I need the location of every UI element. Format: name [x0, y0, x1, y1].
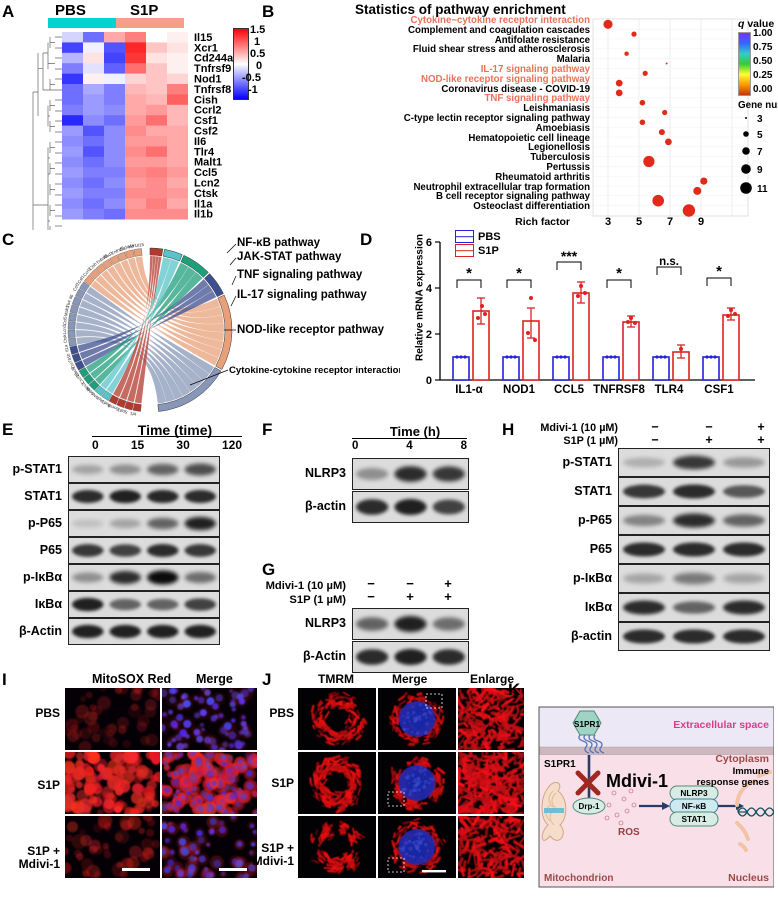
svg-text:*: *: [466, 265, 472, 282]
svg-text:Cytokine-cytokine receptor int: Cytokine-cytokine receptor interaction: [229, 365, 400, 376]
svg-text:Extracellular space: Extracellular space: [673, 719, 769, 731]
svg-text:9: 9: [698, 216, 704, 228]
svg-text:STAT1: STAT1: [681, 814, 706, 824]
svg-text:NLRP3: NLRP3: [680, 788, 708, 798]
svg-text:5: 5: [757, 130, 763, 141]
svg-text:n.s.: n.s.: [659, 256, 679, 268]
svg-text:CCL5: CCL5: [554, 384, 585, 396]
svg-text:TNF signaling pathway: TNF signaling pathway: [237, 269, 363, 281]
svg-text:+: +: [705, 433, 712, 446]
svg-text:5: 5: [636, 216, 642, 228]
svg-text:7: 7: [757, 147, 763, 158]
svg-text:Mdivi-1: Mdivi-1: [606, 771, 668, 791]
svg-text:*: *: [716, 263, 722, 280]
svg-text:Mitochondrion: Mitochondrion: [544, 873, 613, 884]
svg-text:3: 3: [605, 216, 611, 228]
svg-text:TLR4: TLR4: [655, 384, 684, 396]
svg-text:4: 4: [426, 283, 433, 295]
svg-text:*: *: [616, 265, 622, 282]
svg-text:−: −: [367, 589, 375, 604]
svg-text:Nucleus: Nucleus: [728, 872, 769, 884]
svg-text:IL-17 signaling pathway: IL-17 signaling pathway: [237, 289, 367, 301]
svg-text:ROS: ROS: [618, 827, 640, 838]
svg-text:0: 0: [426, 375, 432, 387]
svg-text:+: +: [444, 589, 452, 604]
svg-text:11: 11: [757, 184, 768, 195]
svg-text:CSF1: CSF1: [704, 384, 734, 396]
svg-text:Cytoplasm: Cytoplasm: [715, 753, 769, 765]
svg-text:−: −: [705, 420, 712, 434]
svg-text:+: +: [757, 433, 764, 446]
svg-text:TNFRSF8: TNFRSF8: [593, 384, 645, 396]
svg-text:***: ***: [561, 248, 578, 264]
svg-text:NOD1: NOD1: [503, 384, 536, 396]
svg-text:NOD-like receptor pathway: NOD-like receptor pathway: [237, 324, 385, 336]
svg-text:Drp-1: Drp-1: [579, 802, 600, 811]
svg-text:2: 2: [426, 329, 432, 341]
svg-text:−: −: [651, 420, 658, 434]
svg-text:JAK-STAT pathway: JAK-STAT pathway: [237, 251, 342, 263]
svg-text:−: −: [651, 433, 658, 446]
svg-text:Rich factor: Rich factor: [515, 216, 570, 228]
svg-text:S1PR1: S1PR1: [544, 759, 576, 770]
svg-text:6: 6: [426, 237, 432, 249]
svg-text:7: 7: [667, 216, 673, 228]
svg-text:NF-κB: NF-κB: [682, 801, 706, 811]
svg-text:*: *: [516, 265, 522, 282]
svg-text:response genes: response genes: [697, 777, 769, 788]
svg-text:Il1b: Il1b: [194, 209, 213, 221]
svg-text:NF-κB pathway: NF-κB pathway: [237, 237, 321, 249]
svg-text:3: 3: [757, 114, 763, 125]
svg-text:+: +: [406, 589, 414, 604]
svg-text:IL1-α: IL1-α: [455, 384, 483, 396]
svg-text:Immune: Immune: [733, 766, 769, 777]
svg-text:S1PR1: S1PR1: [574, 719, 601, 729]
svg-text:+: +: [757, 420, 764, 434]
svg-text:9: 9: [757, 165, 763, 176]
